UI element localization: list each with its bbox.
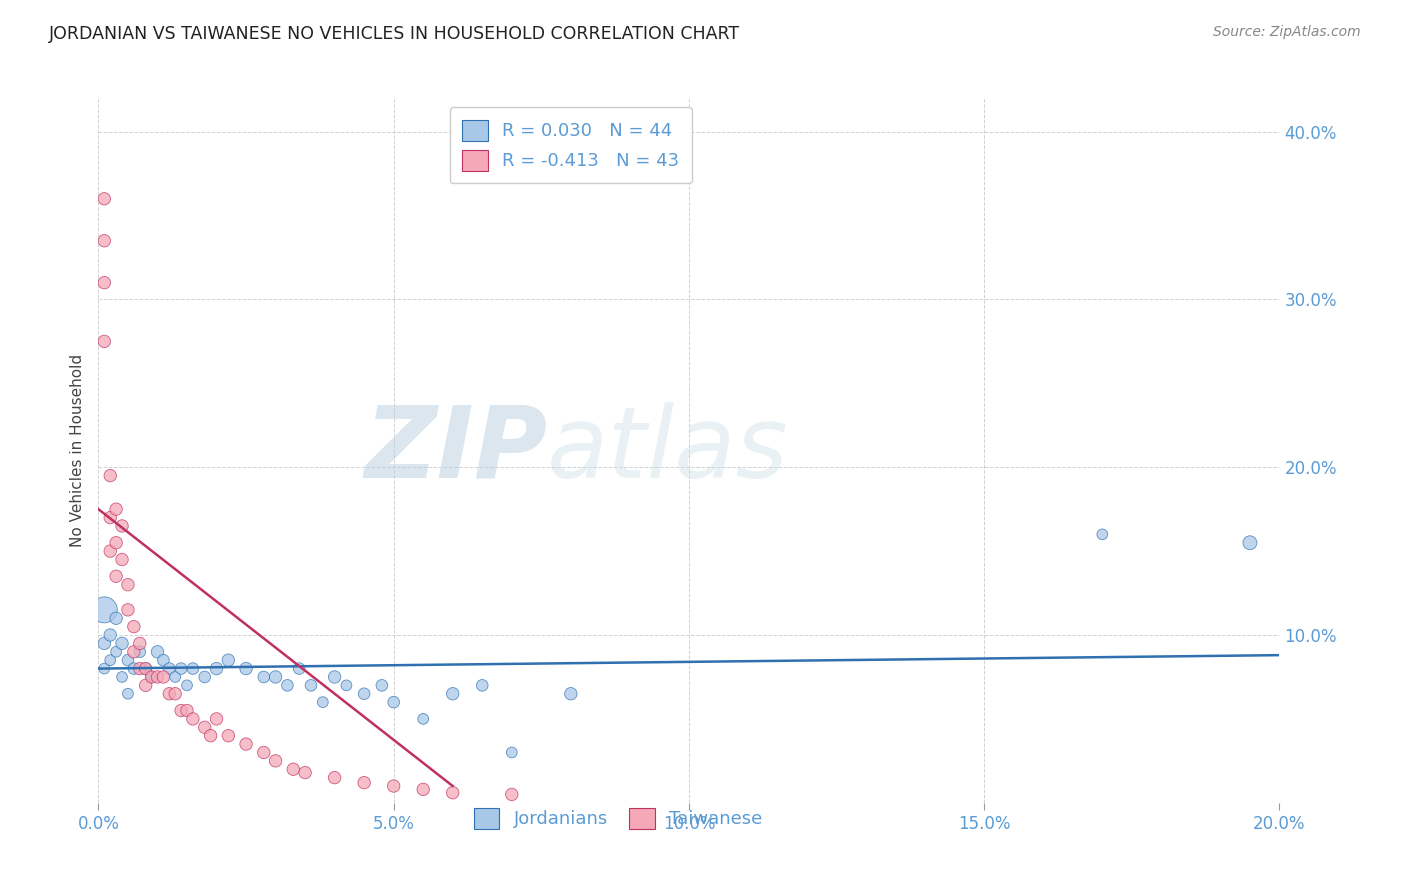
Point xyxy=(181,712,204,726)
Point xyxy=(276,678,298,692)
Point xyxy=(111,519,134,533)
Point xyxy=(323,670,346,684)
Point xyxy=(217,729,239,743)
Point xyxy=(1091,527,1114,541)
Point xyxy=(560,687,582,701)
Point xyxy=(105,569,128,583)
Text: atlas: atlas xyxy=(547,402,789,499)
Point xyxy=(122,662,145,676)
Point xyxy=(128,662,150,676)
Point xyxy=(371,678,394,692)
Point xyxy=(170,662,193,676)
Point xyxy=(128,645,150,659)
Point xyxy=(105,535,128,549)
Point xyxy=(128,636,150,650)
Point xyxy=(117,687,139,701)
Point xyxy=(152,653,174,667)
Point xyxy=(165,670,187,684)
Point xyxy=(412,712,434,726)
Point xyxy=(165,687,187,701)
Point xyxy=(105,611,128,625)
Point xyxy=(353,775,375,789)
Point xyxy=(176,704,198,718)
Point xyxy=(288,662,311,676)
Point xyxy=(141,670,163,684)
Point xyxy=(1239,535,1261,549)
Point xyxy=(146,645,169,659)
Point xyxy=(176,678,198,692)
Point xyxy=(105,502,128,516)
Point xyxy=(111,552,134,566)
Point xyxy=(93,603,115,617)
Point xyxy=(98,628,121,642)
Point xyxy=(441,786,464,800)
Point xyxy=(235,662,257,676)
Point xyxy=(146,670,169,684)
Point xyxy=(93,276,115,290)
Point xyxy=(353,687,375,701)
Point xyxy=(93,662,115,676)
Point xyxy=(117,603,139,617)
Point xyxy=(299,678,322,692)
Point xyxy=(122,645,145,659)
Point xyxy=(135,662,157,676)
Point xyxy=(264,754,287,768)
Text: JORDANIAN VS TAIWANESE NO VEHICLES IN HOUSEHOLD CORRELATION CHART: JORDANIAN VS TAIWANESE NO VEHICLES IN HO… xyxy=(49,25,741,43)
Point xyxy=(501,788,523,802)
Point xyxy=(194,670,217,684)
Text: Source: ZipAtlas.com: Source: ZipAtlas.com xyxy=(1213,25,1361,39)
Point xyxy=(235,737,257,751)
Point xyxy=(93,234,115,248)
Point xyxy=(117,577,139,591)
Point xyxy=(217,653,239,667)
Point xyxy=(122,620,145,634)
Point xyxy=(382,779,405,793)
Point xyxy=(194,720,217,734)
Point xyxy=(135,678,157,692)
Point xyxy=(93,334,115,349)
Point xyxy=(312,695,335,709)
Point xyxy=(471,678,494,692)
Point xyxy=(141,670,163,684)
Point xyxy=(157,662,180,676)
Point xyxy=(441,687,464,701)
Point xyxy=(98,510,121,524)
Text: ZIP: ZIP xyxy=(364,402,547,499)
Point xyxy=(382,695,405,709)
Point xyxy=(323,771,346,785)
Y-axis label: No Vehicles in Household: No Vehicles in Household xyxy=(69,354,84,547)
Point xyxy=(200,729,222,743)
Point xyxy=(111,636,134,650)
Point xyxy=(501,746,523,760)
Point xyxy=(170,704,193,718)
Point xyxy=(135,662,157,676)
Point xyxy=(117,653,139,667)
Point xyxy=(105,645,128,659)
Point xyxy=(205,662,228,676)
Point xyxy=(335,678,357,692)
Point xyxy=(412,782,434,797)
Point xyxy=(181,662,204,676)
Point xyxy=(98,544,121,558)
Point xyxy=(205,712,228,726)
Point xyxy=(152,670,174,684)
Point xyxy=(111,670,134,684)
Point xyxy=(93,636,115,650)
Point xyxy=(93,192,115,206)
Point xyxy=(294,765,316,780)
Point xyxy=(264,670,287,684)
Point xyxy=(283,762,305,776)
Point xyxy=(98,653,121,667)
Point xyxy=(253,670,276,684)
Point xyxy=(98,468,121,483)
Point xyxy=(157,687,180,701)
Point xyxy=(253,746,276,760)
Legend: Jordanians, Taiwanese: Jordanians, Taiwanese xyxy=(467,801,769,836)
